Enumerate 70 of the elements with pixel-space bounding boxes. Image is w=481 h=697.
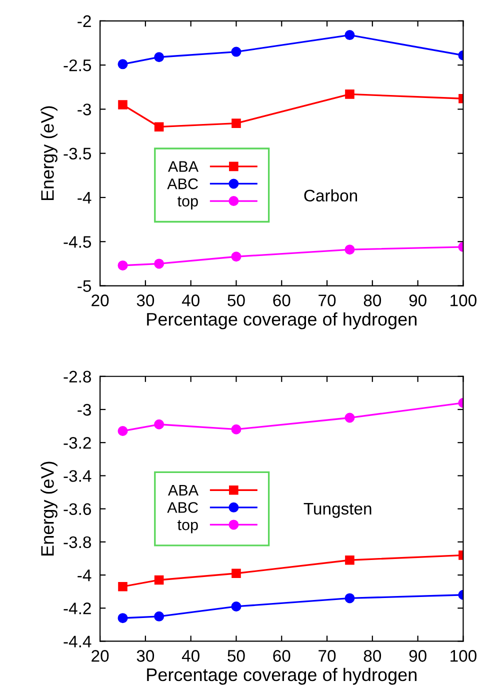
x-tick-label: 20 (92, 650, 109, 662)
y-axis-title: Energy (eV) (40, 106, 58, 200)
y-tick-label: -4 (78, 570, 92, 582)
point (118, 59, 128, 70)
x-axis-title: Percentage coverage of hydrogen (147, 668, 416, 685)
point (154, 258, 164, 269)
y-tick-label: -5 (78, 280, 92, 292)
legend-label: top (178, 196, 198, 210)
y-tick-label: -4 (78, 192, 92, 204)
x-tick-label: 20 (92, 294, 109, 306)
legend-label: top (178, 520, 198, 534)
x-tick-label: 90 (409, 294, 426, 306)
x-tick-label: 70 (318, 650, 336, 662)
y-tick-label: -3.4 (64, 470, 92, 482)
point (345, 90, 354, 99)
point (344, 412, 355, 423)
legend-label: ABC (167, 178, 198, 190)
x-tick-label: 50 (228, 650, 245, 662)
annotation: Carbon (304, 189, 357, 202)
point (154, 419, 164, 430)
x-tick-label: 40 (182, 294, 200, 306)
y-tick-label: -4.5 (64, 236, 92, 248)
x-tick-label: 30 (136, 650, 154, 662)
point (231, 424, 242, 434)
point (344, 593, 355, 604)
x-tick-label: 60 (273, 294, 290, 306)
annotation: Tungsten (304, 502, 372, 518)
point (154, 611, 164, 622)
point (118, 613, 128, 624)
y-tick-label: -2 (78, 15, 91, 27)
y-tick-label: -3.2 (64, 436, 91, 449)
legend-label: ABC (167, 502, 198, 513)
x-tick-label: 80 (364, 650, 382, 662)
y-tick-label: -2.5 (64, 59, 92, 72)
legend-label: ABA (168, 484, 198, 496)
y-tick-label: -4.2 (64, 602, 91, 614)
x-tick-label: 100 (450, 650, 476, 662)
point (344, 244, 355, 255)
y-tick-label: -3.5 (64, 148, 92, 160)
point (118, 260, 128, 270)
point (154, 575, 164, 585)
y-tick-label: -3.6 (64, 503, 91, 516)
y-axis-title: Energy (eV) (40, 462, 58, 556)
point (345, 555, 354, 565)
point (118, 582, 128, 592)
point (231, 252, 242, 262)
x-tick-label: 80 (364, 294, 382, 306)
y-tick-label: -3 (78, 104, 91, 116)
point (118, 426, 128, 436)
point (232, 118, 241, 128)
y-tick-label: -4.4 (64, 636, 92, 648)
point (232, 568, 241, 578)
y-tick-label: -3.8 (64, 536, 91, 548)
x-tick-label: 90 (409, 650, 426, 662)
point (344, 30, 355, 40)
point (154, 52, 164, 62)
y-tick-label: -3 (78, 404, 91, 416)
x-tick-label: 50 (228, 294, 245, 306)
x-tick-label: 30 (136, 294, 154, 306)
point (154, 122, 164, 132)
point (231, 601, 242, 612)
x-tick-label: 40 (182, 650, 200, 662)
legend-label: ABA (168, 161, 198, 172)
point (118, 100, 128, 110)
x-axis-title: Percentage coverage of hydrogen (147, 312, 416, 330)
x-tick-label: 70 (318, 294, 336, 306)
point (231, 46, 242, 57)
x-tick-label: 60 (273, 650, 290, 662)
x-tick-label: 100 (450, 294, 476, 306)
y-tick-label: -2.8 (64, 370, 91, 383)
